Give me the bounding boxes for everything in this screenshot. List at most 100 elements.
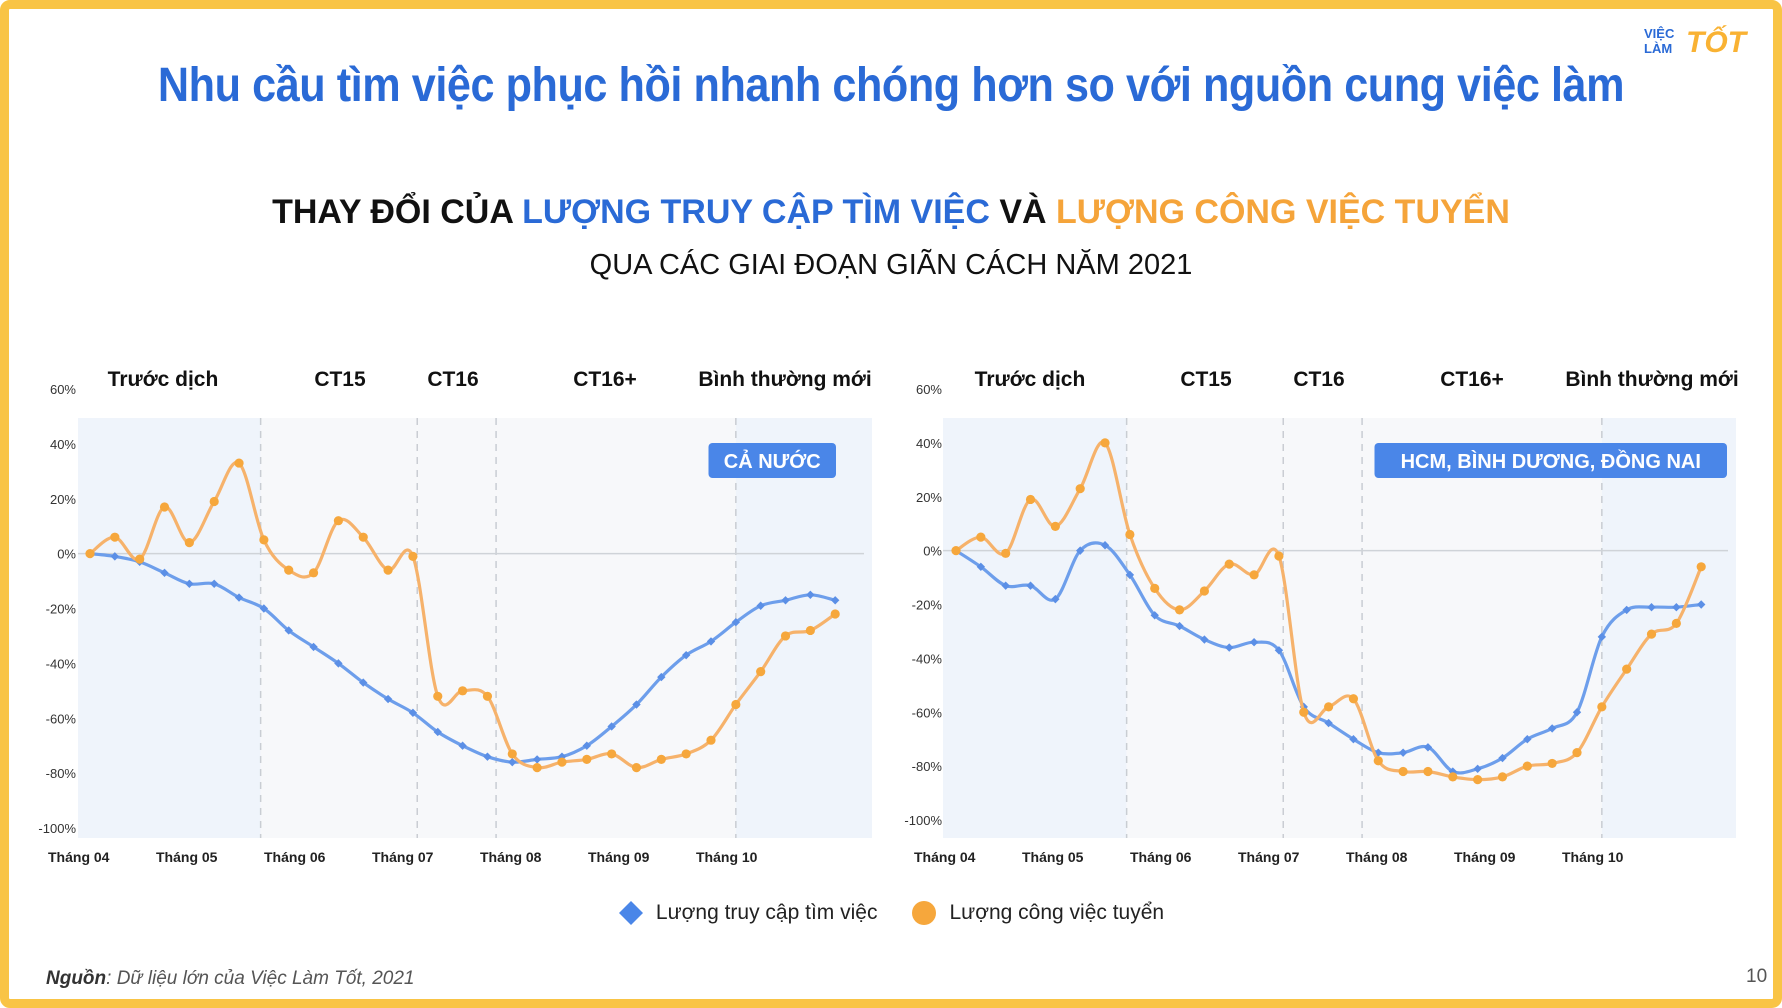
jobs-data-point [1398, 766, 1408, 777]
phase-background [1283, 418, 1363, 838]
y-tick-label: -80% [912, 759, 943, 774]
y-tick-label: -60% [912, 705, 943, 720]
access-data-point [1597, 632, 1607, 642]
chart-2: 60% 40% 20% 0% -20% -40% -60% -80% -100% Tháng 04… [904, 368, 1738, 865]
access-data-point [483, 752, 492, 761]
phase-background [735, 418, 872, 838]
chart-heading-part2: LƯỢNG TRUY CẬP TÌM VIỆC [522, 193, 990, 231]
access-data-point [706, 637, 716, 646]
chart-1: 60% 40% 20% 0% -20% -40% -60% -80% -100% Tháng 04… [38, 368, 872, 865]
chart-heading-part4: LƯỢNG CÔNG VIỆC TUYỂN [1056, 193, 1510, 231]
jobs-data-point [830, 609, 840, 619]
access-data-point [334, 659, 343, 668]
jobs-data-point [85, 549, 95, 559]
jobs-data-point [1646, 629, 1657, 639]
phase-label: Trước dịch [975, 368, 1086, 391]
access-data-point [681, 650, 691, 660]
access-data-point [1125, 570, 1135, 580]
jobs-data-point [1572, 748, 1582, 758]
access-data-point [1076, 546, 1085, 555]
jobs-data-point [805, 625, 815, 636]
y-tick-label: 0% [923, 544, 942, 559]
access-data-point [1051, 594, 1060, 604]
jobs-data-point [1224, 559, 1234, 569]
access-data-point [160, 568, 169, 578]
access-data-point [309, 642, 318, 652]
jobs-data-point [1025, 494, 1036, 505]
y-tick-label: 60% [916, 382, 942, 397]
phase-background [943, 418, 1127, 838]
diamond-marker-icon [618, 901, 643, 925]
access-data-point [1001, 581, 1010, 590]
access-data-point [284, 626, 293, 635]
y-tick-label: -40% [912, 651, 943, 666]
x-tick-label: Tháng 08 [1346, 849, 1408, 865]
chart-heading: THAY ĐỔI CỦA LƯỢNG TRUY CẬP TÌM VIỆC VÀ … [0, 193, 1782, 232]
access-data-point [234, 593, 244, 602]
access-data-point [1572, 708, 1582, 717]
region-badge-label: CẢ NƯỚC [724, 449, 821, 473]
jobs-data-point [780, 631, 791, 641]
access-data-point [831, 596, 840, 605]
jobs-data-point [333, 516, 343, 526]
access-data-point [383, 694, 393, 704]
access-data-point [976, 562, 986, 571]
jobs-data-point [557, 757, 567, 767]
y-tick-label: 60% [50, 382, 76, 397]
jobs-data-point [482, 691, 493, 701]
legend: Lượng truy cập tìm việc Lượng công việc … [0, 900, 1782, 926]
jobs-data-point [284, 565, 294, 575]
access-data-point [1225, 643, 1234, 652]
source-note: Nguồn: Dữ liệu lớn của Việc Làm Tốt, 202… [46, 968, 415, 990]
access-data-point [508, 757, 517, 767]
jobs-data-point [1199, 586, 1209, 596]
x-tick-label: Tháng 10 [1562, 849, 1624, 865]
jobs-data-point [1050, 521, 1060, 531]
region-badge [708, 443, 836, 478]
access-data-point [806, 590, 815, 599]
region-badge [1374, 443, 1727, 478]
jobs-data-point [1522, 761, 1532, 771]
chart-subtitle: QUA CÁC GIAI ĐOẠN GIÃN CÁCH NĂM 2021 [589, 249, 1193, 281]
access-data-point [110, 552, 120, 561]
jobs-data-point [1075, 484, 1085, 494]
phase-label: Bình thường mới [1565, 368, 1738, 391]
circle-marker-icon [912, 901, 937, 925]
access-data-point [731, 618, 741, 627]
y-tick-label: -100% [904, 813, 942, 828]
x-tick-label: Tháng 04 [48, 849, 110, 865]
phase-label: CT16+ [573, 368, 637, 391]
jobs-data-point [1125, 529, 1135, 540]
logo-text-top: VIỆC [1644, 26, 1675, 41]
y-tick-label: -40% [46, 656, 77, 671]
phase-background [417, 418, 497, 838]
source-text: : Dữ liệu lớn của Việc Làm Tốt, 2021 [106, 968, 415, 989]
source-label: Nguồn [46, 968, 107, 989]
access-data-point [458, 741, 467, 750]
access-data-point [1100, 541, 1110, 550]
jobs-data-point [507, 749, 517, 759]
access-data-point [607, 722, 616, 731]
access-data-point [1622, 605, 1631, 615]
access-data-point [557, 752, 567, 761]
access-data-point [1498, 753, 1507, 763]
phase-label: CT16+ [1440, 368, 1504, 391]
y-tick-label: 40% [916, 436, 942, 451]
access-data-point [1647, 602, 1656, 612]
jobs-data-point [1597, 702, 1607, 712]
access-data-point [657, 672, 666, 682]
y-tick-label: 40% [50, 437, 76, 452]
x-tick-label: Tháng 08 [480, 849, 542, 865]
jobs-data-point [1423, 766, 1433, 777]
phase-label: CT16 [1293, 368, 1344, 391]
access-data-point [1249, 638, 1259, 647]
y-tick-label: -20% [912, 598, 943, 613]
access-data-point [582, 741, 591, 750]
chart-heading-part1: THAY ĐỔI CỦA [272, 193, 523, 231]
jobs-data-point [607, 749, 617, 759]
legend-item-jobs: Lượng công việc tuyển [911, 900, 1164, 926]
jobs-data-point [631, 763, 642, 773]
jobs-data-point [209, 496, 219, 507]
jobs-data-point [976, 532, 986, 542]
access-data-point [781, 596, 790, 605]
